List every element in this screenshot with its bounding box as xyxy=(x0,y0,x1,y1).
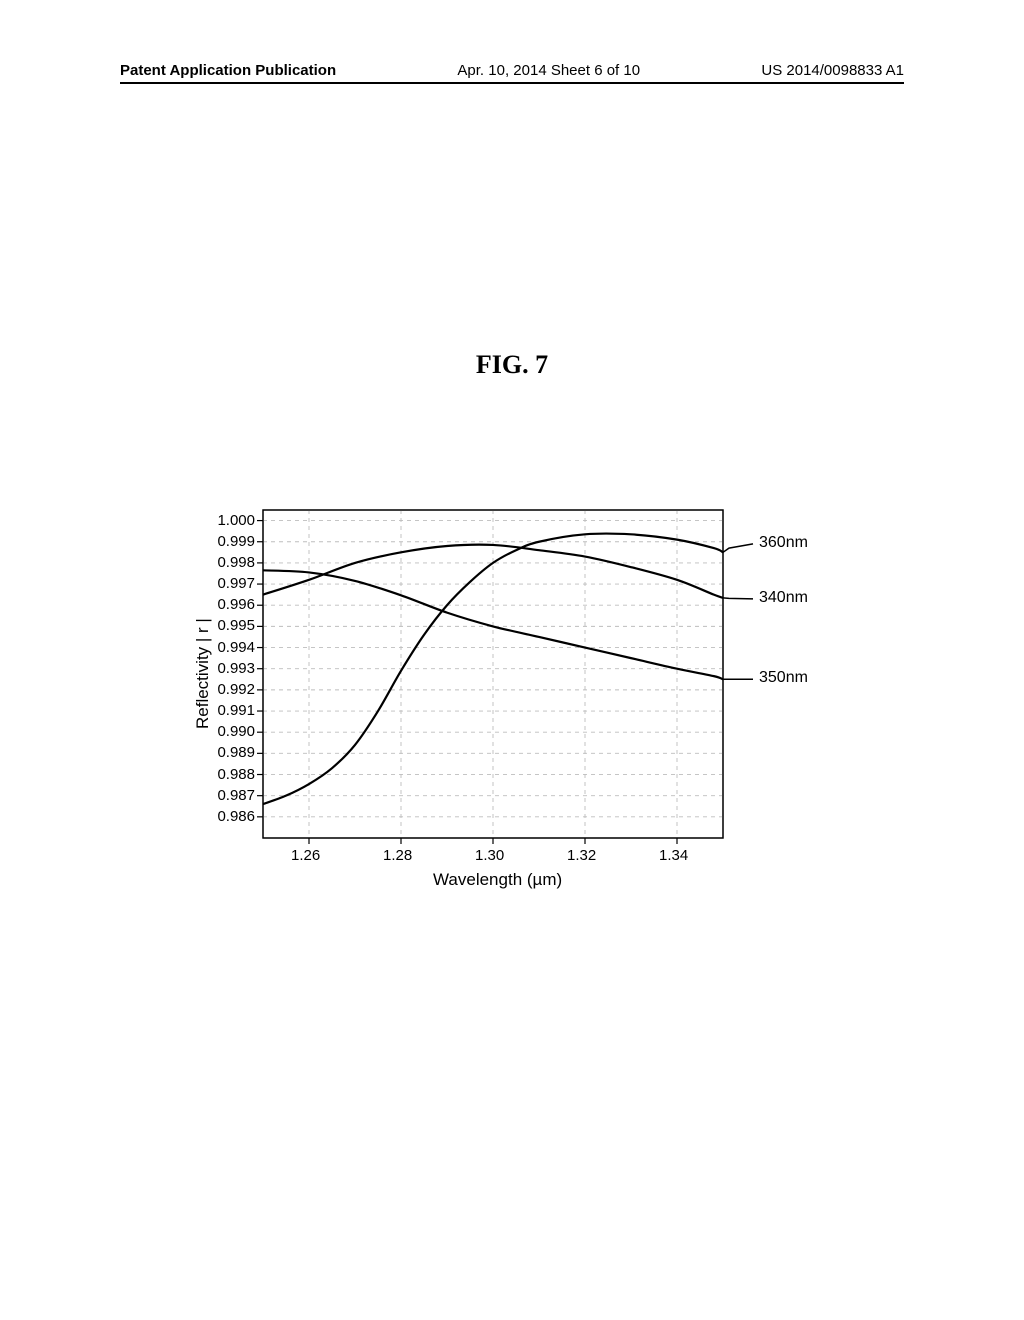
y-tick-label: 0.986 xyxy=(217,809,255,824)
y-tick-label: 0.996 xyxy=(217,597,255,612)
y-tick-label: 0.998 xyxy=(217,555,255,570)
x-axis-label: Wavelength (µm) xyxy=(433,870,562,890)
y-tick-label: 1.000 xyxy=(217,513,255,528)
y-tick-label: 0.989 xyxy=(217,745,255,760)
y-tick-label: 0.987 xyxy=(217,788,255,803)
y-tick-label: 0.991 xyxy=(217,703,255,718)
y-tick-label: 0.999 xyxy=(217,534,255,549)
y-tick-label: 0.997 xyxy=(217,576,255,591)
series-label-350nm: 350nm xyxy=(759,669,808,687)
y-tick-label: 0.994 xyxy=(217,640,255,655)
y-tick-label: 0.988 xyxy=(217,767,255,782)
y-axis-label: Reflectivity | r | xyxy=(193,618,213,729)
x-tick-label: 1.30 xyxy=(475,848,504,863)
y-tick-label: 0.990 xyxy=(217,724,255,739)
x-tick-label: 1.32 xyxy=(567,848,596,863)
reflectivity-chart: 0.986 0.987 0.988 0.989 0.990 0.991 0.992 0.993… xyxy=(0,0,1024,1320)
x-tick-label: 1.26 xyxy=(291,848,320,863)
y-tick-label: 0.993 xyxy=(217,661,255,676)
series-label-360nm: 360nm xyxy=(759,534,808,552)
y-tick-label: 0.995 xyxy=(217,618,255,633)
y-tick-label: 0.992 xyxy=(217,682,255,697)
x-tick-label: 1.34 xyxy=(659,848,688,863)
series-label-340nm: 340nm xyxy=(759,589,808,607)
x-tick-label: 1.28 xyxy=(383,848,412,863)
